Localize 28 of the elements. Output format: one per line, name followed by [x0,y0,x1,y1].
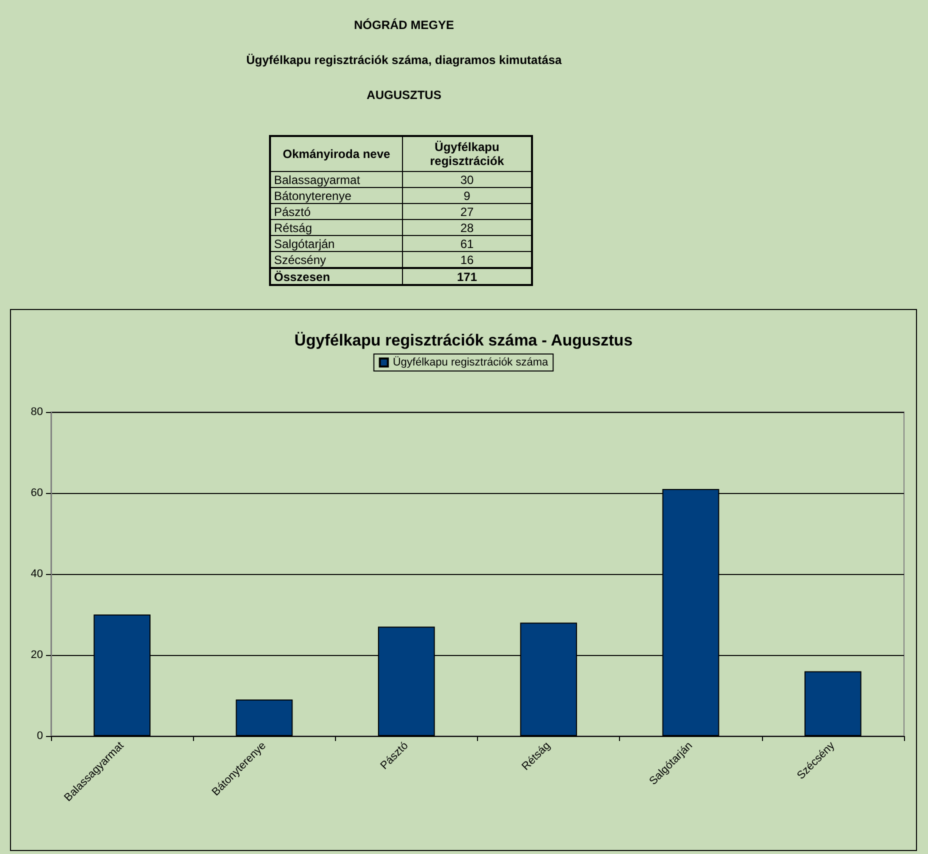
text: 171 [402,268,532,285]
text: Bátonyterenye [270,188,402,204]
text: 28 [402,220,532,236]
text: 27 [402,204,532,220]
text: 61 [402,236,532,252]
text: 30 [402,172,532,188]
text: AUGUSZTUS [366,88,442,102]
bar [804,671,862,736]
text: Rétság [270,220,402,236]
text: 16 [402,252,532,268]
text: Pásztó [270,204,402,220]
y-tick-label: 20 [30,649,43,661]
y-tick-label: 60 [30,487,43,499]
text: Balassagyarmat [270,172,402,188]
text: 9 [402,188,532,204]
legend-label: Ügyfélkapu regisztrációk száma [392,356,550,368]
text: Ügyfélkapu regisztrációk [402,136,532,172]
text: Ügyfélkapu regisztrációk száma, diagramos kimutatása [245,53,563,67]
text: Összesen [270,268,402,285]
text: NÓGRÁD MEGYE [352,18,455,32]
text: Szécsény [270,252,402,268]
bar [236,700,293,736]
y-tick-label: 0 [36,730,43,742]
y-tick-label: 80 [30,406,43,418]
chart-title: Ügyfélkapu regisztrációk száma - Augusztus [294,332,633,350]
text: Salgótarján [270,236,402,252]
text: Okmányiroda neve [270,136,402,172]
y-tick-label: 40 [30,568,43,580]
